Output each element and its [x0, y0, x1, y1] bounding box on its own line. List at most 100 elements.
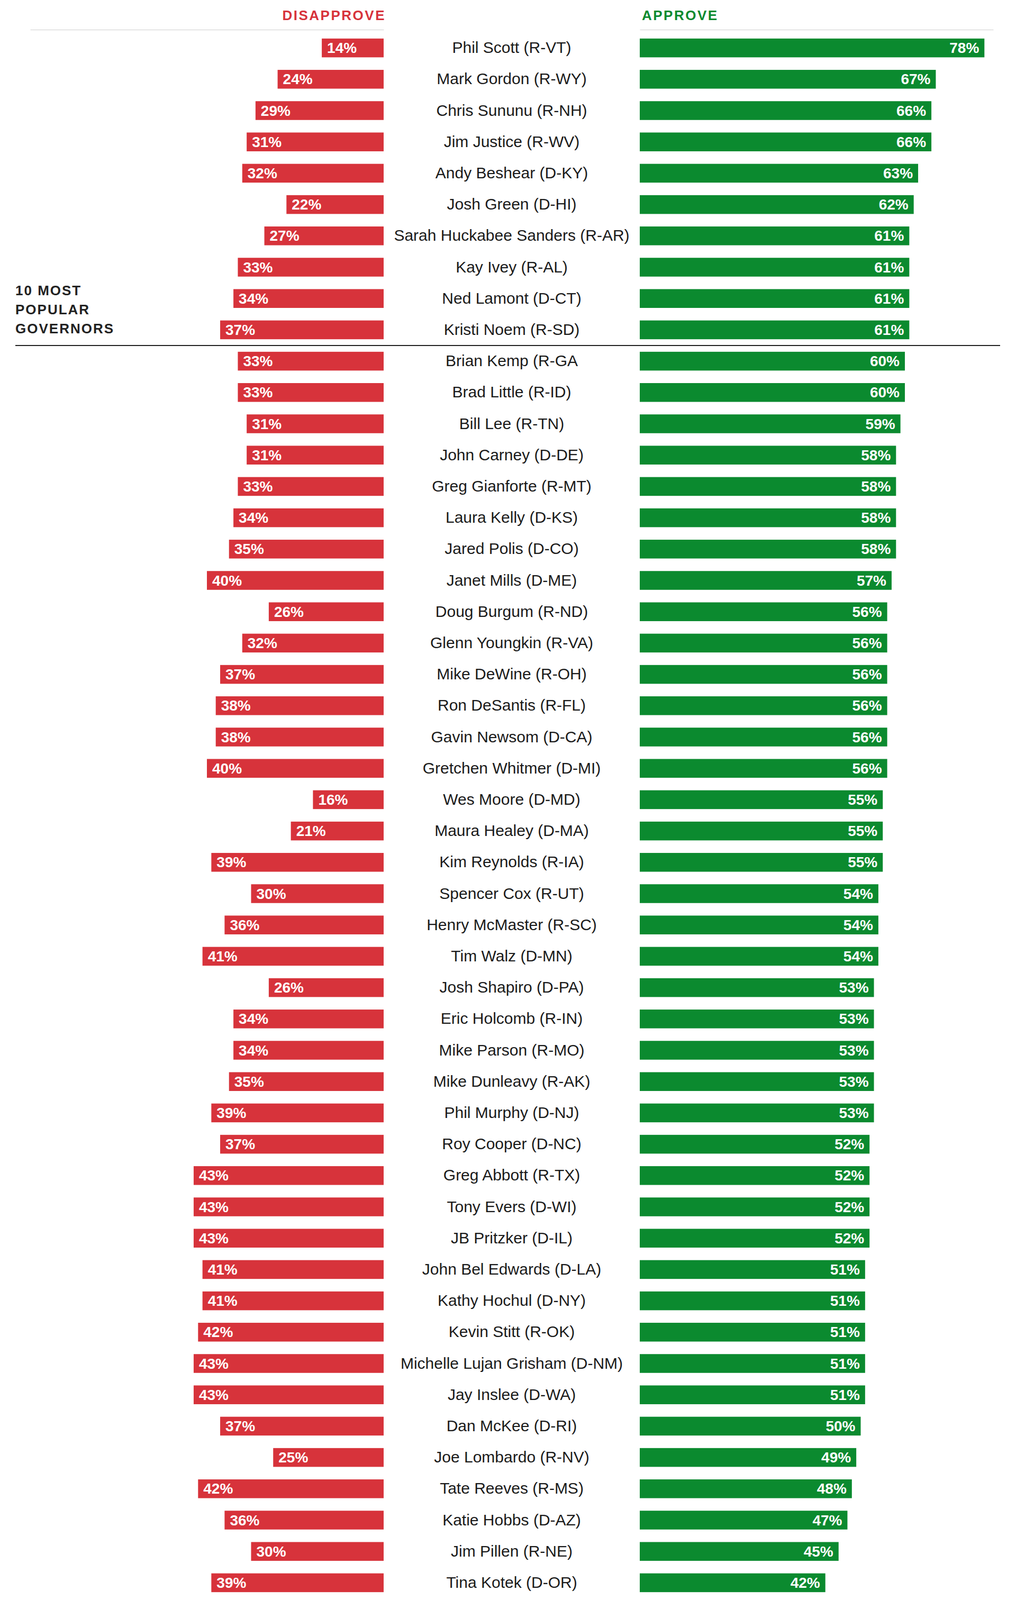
- category-label: Kim Reynolds (R-IA): [439, 853, 584, 871]
- bar: [215, 727, 384, 747]
- category-label: Greg Gianforte (R-MT): [431, 477, 592, 495]
- bar: [639, 164, 919, 184]
- bar: [268, 602, 384, 622]
- category-label: Mike DeWine (R-OH): [436, 665, 587, 683]
- y-tick: Mike DeWine (R-OH): [436, 665, 587, 683]
- bar: [255, 101, 384, 121]
- category-label: Doug Burgum (R-ND): [435, 602, 588, 621]
- data-label: 52%: [834, 1167, 865, 1184]
- category-label: Roy Cooper (D-NC): [441, 1135, 582, 1153]
- data-label: 54%: [843, 948, 874, 965]
- data-label: 51%: [830, 1261, 860, 1278]
- category-label: Bill Lee (R-TN): [459, 414, 565, 433]
- bar: [220, 1135, 384, 1155]
- bar: [273, 1448, 384, 1468]
- bar: [639, 1541, 839, 1562]
- y-tick: Brad Little (R-ID): [451, 383, 571, 401]
- bar: [639, 821, 883, 841]
- data-label: 37%: [225, 321, 256, 339]
- bar: [211, 853, 384, 873]
- bar: [237, 383, 384, 403]
- data-label: 39%: [216, 1104, 247, 1122]
- bar: [639, 1479, 852, 1499]
- data-label: 61%: [874, 321, 904, 339]
- category-label: Joe Lombardo (R-NV): [433, 1448, 589, 1466]
- y-tick: Phil Scott (R-VT): [451, 38, 571, 57]
- y-tick: Tim Walz (D-MN): [450, 947, 573, 965]
- y-tick: Kim Reynolds (R-IA): [439, 853, 584, 871]
- bar: [321, 38, 384, 58]
- y-tick: Kevin Stitt (R-OK): [448, 1322, 575, 1341]
- data-label: 34%: [238, 1042, 269, 1059]
- x-axis-domain: [640, 29, 994, 31]
- bar: [193, 1228, 384, 1248]
- data-label: 25%: [278, 1449, 308, 1466]
- bar: [639, 1573, 826, 1593]
- data-label: 43%: [198, 1167, 229, 1184]
- data-label: 52%: [834, 1230, 865, 1247]
- y-tick: Brian Kemp (R-GA: [445, 351, 578, 370]
- y-tick: Doug Burgum (R-ND): [435, 602, 588, 621]
- data-label: 43%: [198, 1355, 229, 1373]
- bar: [639, 665, 888, 685]
- bar: [211, 1103, 384, 1123]
- data-label: 53%: [839, 1010, 869, 1028]
- bar: [639, 38, 985, 58]
- y-tick: Kristi Noem (R-SD): [443, 320, 580, 339]
- bar: [246, 445, 384, 465]
- bar: [639, 853, 883, 873]
- data-label: 45%: [803, 1543, 834, 1560]
- category-label: Andy Beshear (D-KY): [435, 164, 588, 182]
- bar: [639, 696, 888, 716]
- data-label: 60%: [869, 384, 900, 401]
- data-label: 53%: [839, 1104, 869, 1122]
- data-label: 42%: [790, 1574, 821, 1592]
- data-label: 31%: [251, 415, 282, 433]
- bar: [639, 1354, 866, 1374]
- data-label: 59%: [865, 415, 896, 433]
- bar: [639, 727, 888, 747]
- data-label: 52%: [834, 1136, 865, 1153]
- y-tick: Jared Polis (D-CO): [444, 539, 579, 558]
- data-label: 35%: [234, 540, 265, 558]
- data-label: 41%: [207, 948, 238, 965]
- bar: [639, 226, 910, 246]
- y-tick: John Bel Edwards (D-LA): [422, 1260, 602, 1278]
- y-tick: Tate Reeves (R-MS): [439, 1479, 584, 1498]
- y-tick: Katie Hobbs (D-AZ): [442, 1511, 582, 1529]
- bar: [268, 978, 384, 998]
- category-label: Eric Holcomb (R-IN): [440, 1009, 583, 1028]
- category-label: John Bel Edwards (D-LA): [422, 1260, 602, 1278]
- data-label: 36%: [229, 917, 260, 934]
- bar: [639, 1009, 875, 1029]
- data-label: 56%: [852, 729, 883, 746]
- category-label: Josh Green (D-HI): [446, 195, 577, 213]
- bar: [639, 445, 896, 465]
- data-label: 63%: [883, 165, 913, 182]
- category-label: Tony Evers (D-WI): [446, 1198, 577, 1216]
- category-label: Henry McMaster (R-SC): [426, 915, 597, 934]
- category-label: Janet Mills (D-ME): [446, 571, 578, 589]
- series-header: APPROVE: [641, 7, 719, 24]
- bar: [220, 665, 384, 685]
- y-tick: Mike Dunleavy (R-AK): [433, 1072, 591, 1091]
- data-label: 39%: [216, 854, 247, 871]
- data-label: 38%: [221, 697, 251, 714]
- data-label: 29%: [260, 102, 291, 120]
- data-label: 78%: [949, 39, 979, 57]
- data-label: 61%: [874, 227, 904, 244]
- data-label: 61%: [874, 259, 904, 276]
- bar: [639, 257, 910, 277]
- y-tick: Dan McKee (D-RI): [446, 1417, 578, 1435]
- data-label: 26%: [274, 603, 304, 621]
- category-label: Katie Hobbs (D-AZ): [442, 1511, 582, 1529]
- y-tick: Mike Parson (R-MO): [438, 1041, 585, 1059]
- y-tick: Andy Beshear (D-KY): [435, 164, 588, 182]
- y-tick: JB Pritzker (D-IL): [450, 1229, 573, 1247]
- category-label: Kay Ivey (R-AL): [455, 258, 568, 276]
- bar: [639, 758, 888, 778]
- category-label: Glenn Youngkin (R-VA): [430, 633, 594, 652]
- y-tick: Roy Cooper (D-NC): [441, 1135, 582, 1153]
- category-label: Mike Dunleavy (R-AK): [433, 1072, 591, 1091]
- data-label: 49%: [821, 1449, 851, 1466]
